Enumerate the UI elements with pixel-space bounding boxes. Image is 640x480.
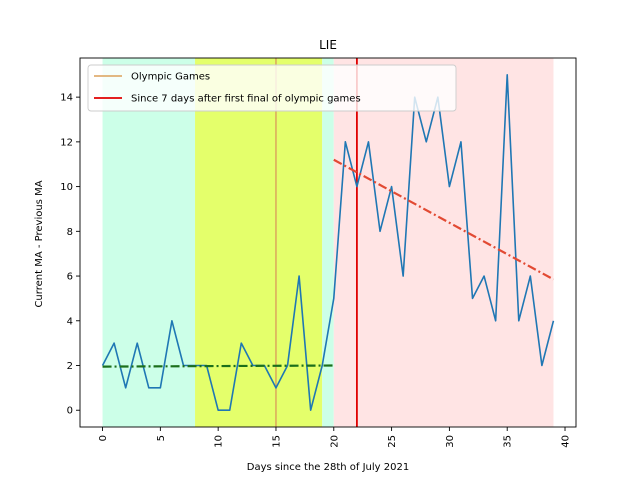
y-tick-label: 0 — [67, 406, 73, 417]
x-tick-label: 5 — [156, 435, 167, 441]
y-tick-label: 8 — [67, 227, 73, 238]
x-tick-label: 20 — [329, 435, 340, 448]
chart-title: LIE — [319, 38, 337, 52]
series-line-0 — [101, 73, 555, 412]
x-tick-label: 25 — [387, 435, 398, 448]
x-tick-label: 35 — [503, 435, 514, 448]
shaded-region-0 — [102, 58, 196, 427]
trend-line-1 — [333, 158, 554, 281]
y-axis-label: Current MA - Previous MA — [34, 180, 45, 307]
x-tick-label: 40 — [561, 435, 572, 448]
shaded-region-1 — [195, 58, 323, 427]
y-tick-label: 10 — [60, 182, 73, 193]
plot-area: 0 5 10 15 20 25 30 35 40 0 2 4 6 8 10 12 14 — [60, 57, 577, 448]
x-tick-label: 0 — [98, 435, 109, 441]
x-tick-label: 30 — [445, 435, 456, 448]
y-tick-label: 2 — [67, 361, 73, 372]
legend: Olympic Games Since 7 days after first fi… — [87, 64, 457, 112]
trend-line-0 — [102, 364, 334, 368]
y-tick-label: 14 — [60, 93, 73, 104]
axes-frame — [79, 57, 577, 428]
x-tick-label: 15 — [271, 435, 282, 448]
legend-label-0: Olympic Games — [131, 72, 210, 83]
legend-label-1: Since 7 days after first final of olympi… — [131, 94, 361, 105]
shaded-region-2 — [322, 58, 334, 427]
x-axis-label: Days since the 28th of July 2021 — [247, 462, 409, 473]
x-tick-label: 10 — [214, 435, 225, 448]
shaded-region-3 — [333, 58, 554, 427]
y-tick-label: 4 — [67, 316, 73, 327]
y-tick-label: 6 — [67, 272, 73, 283]
y-tick-label: 12 — [60, 137, 73, 148]
legend-box — [87, 64, 457, 112]
